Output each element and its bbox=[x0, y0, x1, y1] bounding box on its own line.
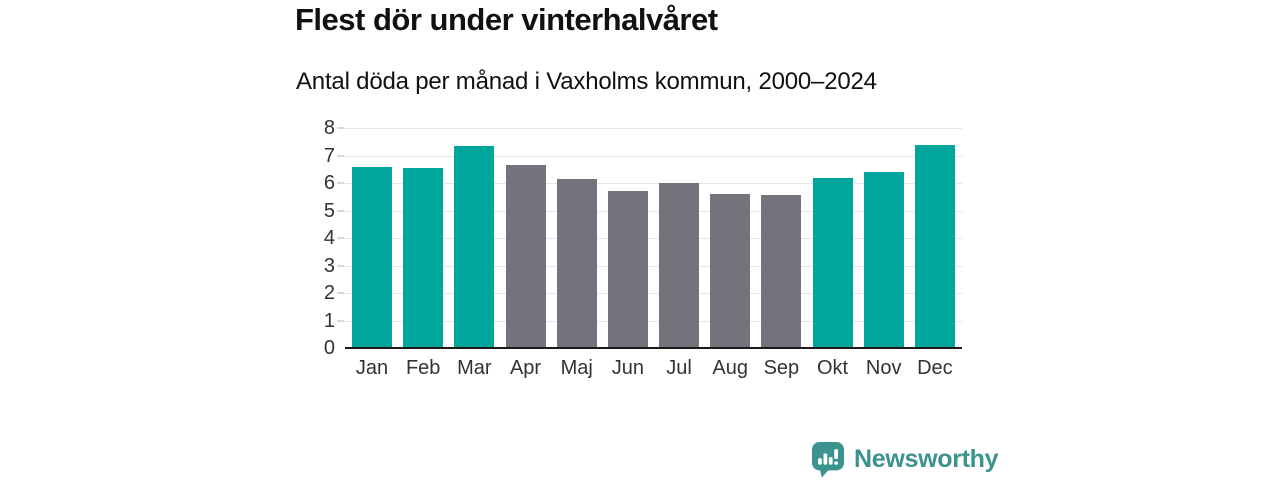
bar-jan bbox=[352, 166, 392, 348]
bar-feb bbox=[403, 167, 444, 348]
x-tick-label: Aug bbox=[712, 357, 748, 379]
bar-jun bbox=[607, 191, 648, 348]
chart-title: Flest dör under vinterhalvåret bbox=[295, 2, 718, 37]
bar-maj bbox=[556, 178, 597, 348]
x-axis-labels: Jan Feb Mar Apr Maj Jun Jul Aug Sep Okt Nov Dec bbox=[345, 357, 962, 380]
gridline bbox=[345, 210, 962, 212]
y-tick-label: 0 bbox=[323, 337, 335, 359]
y-tick-mark bbox=[337, 154, 344, 157]
plot-area bbox=[345, 128, 962, 349]
newsworthy-logo-icon bbox=[811, 442, 845, 478]
bar-dec bbox=[914, 144, 955, 348]
y-tick-mark bbox=[337, 292, 344, 294]
x-tick-label: Dec bbox=[917, 357, 953, 379]
y-tick-mark bbox=[337, 319, 344, 322]
bar-jul bbox=[659, 183, 700, 348]
gridline bbox=[345, 183, 962, 184]
newsworthy-logo-text: Newsworthy bbox=[854, 445, 999, 473]
x-tick-label: Jul bbox=[666, 357, 692, 379]
gridline bbox=[345, 155, 962, 157]
x-tick-label: Maj bbox=[560, 357, 593, 379]
bar-series bbox=[345, 128, 962, 348]
x-tick-label: Nov bbox=[865, 357, 902, 379]
bar-apr bbox=[505, 165, 546, 348]
y-tick-mark bbox=[337, 264, 344, 267]
chart-subtitle: Antal döda per månad i Vaxholms kommun, … bbox=[296, 68, 877, 95]
bar-sep bbox=[761, 195, 802, 348]
y-tick-label: 7 bbox=[323, 144, 335, 167]
y-axis-labels: 0 1 2 3 4 5 6 7 8 bbox=[280, 117, 335, 359]
x-tick-label: Mar bbox=[457, 357, 492, 379]
x-tick-label: Apr bbox=[509, 357, 542, 379]
y-tick-label: 2 bbox=[323, 282, 335, 304]
x-tick-label: Okt bbox=[816, 357, 849, 379]
x-tick-label: Sep bbox=[763, 357, 800, 379]
x-tick-label: Jan bbox=[355, 357, 389, 379]
bar-mar bbox=[454, 145, 495, 348]
y-tick-label: 8 bbox=[323, 117, 335, 139]
newsworthy-logo[interactable]: Newsworthy bbox=[811, 441, 999, 478]
x-axis-line bbox=[345, 347, 962, 349]
gridline bbox=[345, 128, 962, 129]
y-tick-mark bbox=[337, 182, 344, 184]
y-tick-label: 4 bbox=[323, 227, 335, 249]
gridline bbox=[345, 238, 962, 239]
bar-nov bbox=[863, 172, 904, 348]
y-tick-label: 5 bbox=[323, 199, 335, 222]
y-tick-mark bbox=[337, 127, 344, 129]
gridline bbox=[345, 265, 962, 267]
y-tick-mark bbox=[337, 237, 344, 239]
x-tick-label: Feb bbox=[405, 357, 441, 379]
y-tick-label: 1 bbox=[323, 309, 335, 332]
y-tick-label: 6 bbox=[323, 172, 335, 194]
gridline bbox=[345, 293, 962, 294]
y-tick-mark bbox=[337, 209, 344, 212]
y-tick-label: 3 bbox=[323, 254, 335, 277]
bar-okt bbox=[812, 177, 853, 348]
bar-aug bbox=[710, 194, 751, 348]
x-tick-label: Jun bbox=[611, 357, 644, 379]
y-axis-ticks bbox=[337, 127, 344, 348]
gridline bbox=[345, 320, 962, 322]
